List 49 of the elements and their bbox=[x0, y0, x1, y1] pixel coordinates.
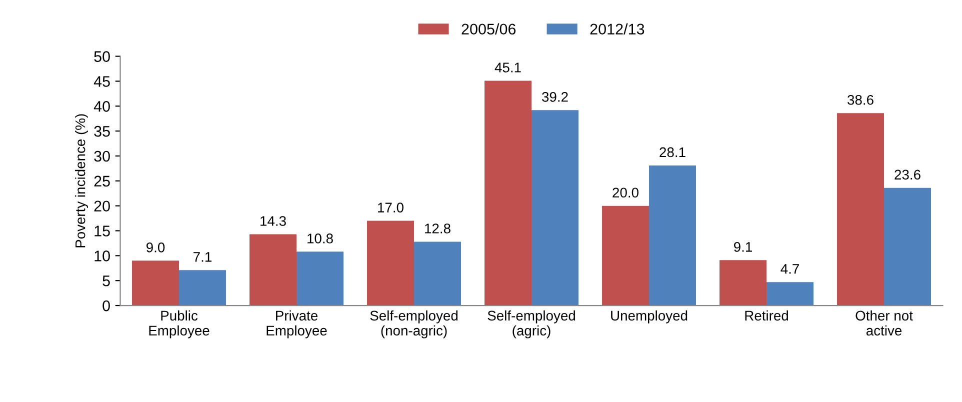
data-label: 7.1 bbox=[194, 252, 212, 262]
x-tick-label: Public Employee bbox=[149, 310, 210, 338]
bar bbox=[484, 80, 532, 306]
x-tick-label: Self-employed (agric) bbox=[488, 310, 575, 338]
y-tick-label: 25 bbox=[94, 176, 110, 187]
x-tick-label: Self-employed (non-agric) bbox=[370, 310, 458, 338]
bar bbox=[884, 188, 932, 306]
y-tick-label: 45 bbox=[94, 76, 110, 87]
bar bbox=[766, 282, 814, 306]
y-tick-label: 20 bbox=[94, 200, 110, 212]
bar bbox=[367, 220, 414, 306]
data-label: 20.0 bbox=[612, 188, 638, 198]
bar bbox=[296, 252, 344, 306]
data-label: 4.7 bbox=[780, 264, 799, 274]
data-label: 39.2 bbox=[542, 92, 568, 102]
legend-label: 2012/13 bbox=[590, 23, 644, 35]
bar bbox=[649, 165, 696, 306]
legend-label: 2005/06 bbox=[462, 23, 516, 35]
bar bbox=[132, 260, 179, 306]
data-label: 38.6 bbox=[848, 94, 874, 105]
y-tick-label: 0 bbox=[102, 300, 110, 312]
bar bbox=[720, 260, 767, 306]
data-label: 9.0 bbox=[146, 242, 165, 252]
x-tick-label: Unemployed bbox=[611, 310, 688, 324]
data-label: 10.8 bbox=[308, 234, 333, 244]
data-label: 17.0 bbox=[378, 202, 404, 212]
y-tick-label: 30 bbox=[94, 150, 110, 162]
y-tick-label: 10 bbox=[94, 250, 110, 262]
data-label: 23.6 bbox=[894, 170, 920, 180]
x-tick-label: Other not active bbox=[856, 310, 913, 336]
bar bbox=[414, 242, 462, 306]
y-tick-label: 40 bbox=[94, 100, 110, 112]
bar bbox=[179, 270, 226, 306]
data-label: 14.3 bbox=[260, 216, 286, 226]
bar bbox=[837, 113, 884, 306]
data-label: 9.1 bbox=[734, 242, 752, 252]
y-axis-title: Poverty incidence (%) bbox=[75, 114, 88, 248]
x-tick-label: Retired bbox=[745, 310, 788, 321]
data-label: 12.8 bbox=[425, 224, 450, 234]
data-label: 45.1 bbox=[494, 62, 521, 72]
x-tick-label: Private Employee bbox=[266, 310, 327, 338]
y-tick-label: 5 bbox=[102, 276, 110, 286]
data-label: 28.1 bbox=[660, 147, 686, 158]
bar bbox=[532, 110, 579, 306]
y-tick-label: 35 bbox=[94, 126, 110, 137]
bar bbox=[250, 234, 296, 306]
y-tick-label: 15 bbox=[94, 226, 110, 236]
y-tick-label: 50 bbox=[94, 51, 110, 62]
bar bbox=[602, 206, 650, 306]
